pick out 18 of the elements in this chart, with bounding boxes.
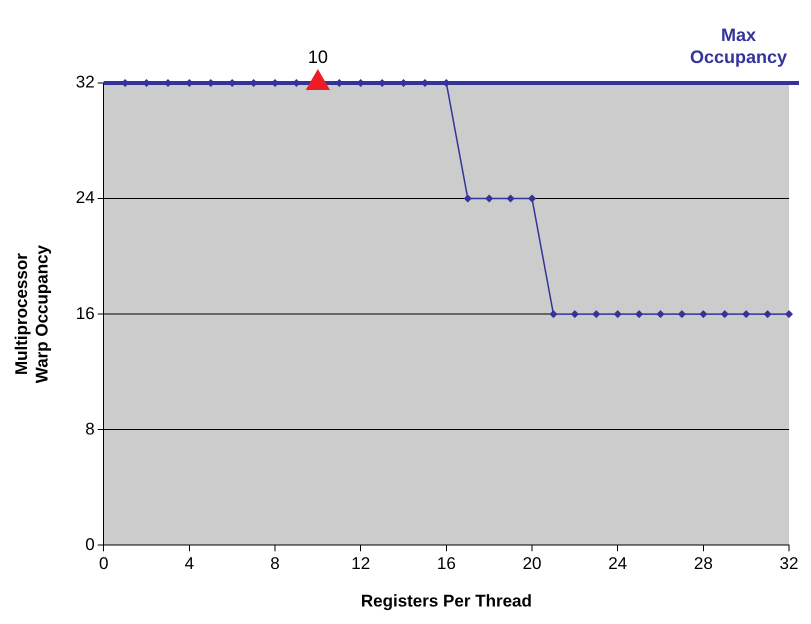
y-tick-label: 0 [85,534,95,554]
x-tick-label: 4 [184,554,194,574]
x-tick-label: 8 [270,554,280,574]
x-tick-label: 0 [98,554,108,574]
x-axis-title: Registers Per Thread [360,591,532,610]
x-tick-label: 16 [436,554,456,574]
x-tick-label: 20 [522,554,542,574]
y-tick-label: 32 [76,72,95,92]
x-tick-label: 12 [351,554,370,574]
x-tick-label: 24 [608,554,628,574]
ref-line-label: Max Occupancy [690,24,788,67]
y-axis-title: Multiprocessor Warp Occupancy [12,244,52,384]
x-tick-label: 28 [694,554,713,574]
y-tick-label: 8 [85,419,95,438]
annotation: 10 [308,46,328,67]
y-tick-label: 16 [76,304,95,323]
y-tick-label: 24 [76,188,95,208]
x-tick-label: 32 [780,554,798,574]
